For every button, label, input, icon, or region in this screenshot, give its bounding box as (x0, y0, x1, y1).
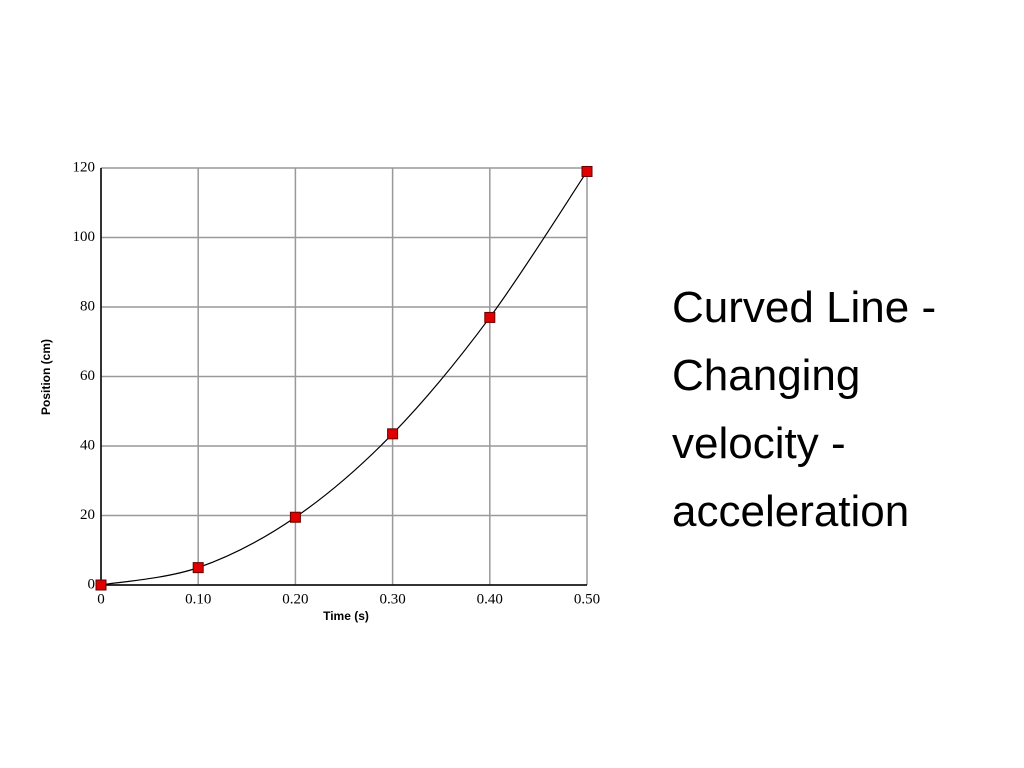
point (289, 511, 301, 523)
x-tick-label: 0.20 (282, 591, 308, 607)
x-tick-label: 0.10 (185, 591, 211, 607)
caption-line: velocity - (672, 419, 846, 468)
y-tick-label: 40 (80, 437, 95, 453)
caption-line: acceleration (672, 487, 909, 536)
point (484, 311, 496, 323)
y-tick-label: 80 (80, 298, 95, 314)
y-tick-label: 100 (73, 229, 96, 245)
x-tick-label: 0.40 (477, 591, 503, 607)
y-tick-label: 60 (80, 368, 95, 384)
curve (100, 171, 588, 586)
point (387, 428, 399, 440)
y-tick-label: 0 (88, 576, 96, 592)
y-tick-label: 120 (73, 159, 96, 175)
y-tick-label: 20 (80, 507, 95, 523)
point (581, 165, 593, 177)
x-axis-label: Time (s) (323, 609, 369, 623)
x-tick-label: 0 (97, 591, 105, 607)
point (95, 579, 107, 591)
point (192, 562, 204, 574)
caption-line: Curved Line - (672, 283, 936, 332)
x-tick-label: 0.30 (379, 591, 405, 607)
caption-line: Changing (672, 351, 860, 400)
y-axis-label: Position (cm) (39, 339, 53, 415)
x-tick-label: 0.50 (574, 591, 600, 607)
